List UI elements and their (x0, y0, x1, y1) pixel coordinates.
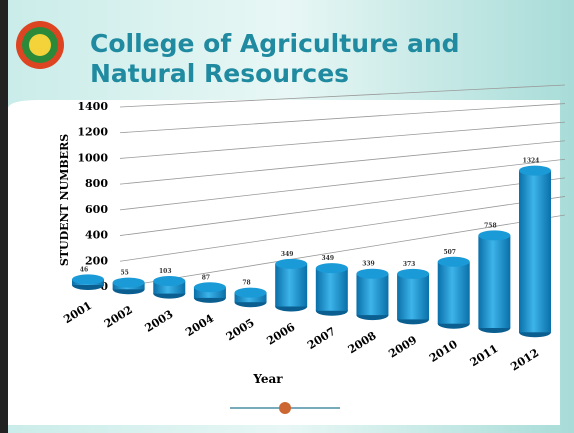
value-label: 78 (242, 280, 250, 287)
value-label: 507 (443, 249, 456, 256)
grid-line (119, 140, 566, 185)
value-label: 1324 (523, 158, 540, 165)
left-edge (0, 0, 8, 433)
bar (275, 263, 308, 307)
grid-line (119, 103, 566, 134)
y-tick-label: 600 (85, 203, 108, 216)
bar-top (437, 256, 470, 267)
bar-top (153, 276, 186, 287)
value-label: 373 (403, 261, 416, 268)
value-label: 55 (120, 270, 128, 277)
bar-top (234, 287, 267, 298)
value-label: 46 (80, 266, 88, 273)
bar (356, 273, 389, 316)
grid-line (119, 121, 566, 159)
bar-top (478, 230, 511, 241)
y-tick-label: 400 (85, 229, 108, 242)
bar-top (72, 274, 104, 285)
value-label: 339 (362, 261, 375, 268)
x-axis-label: Year (252, 372, 283, 386)
bar (193, 287, 226, 298)
bar-top (315, 263, 348, 274)
bar (478, 235, 511, 328)
bar-top (397, 268, 430, 279)
bar-top (112, 277, 145, 288)
y-tick-label: 1200 (77, 126, 108, 139)
y-tick-label: 1400 (77, 100, 108, 113)
y-tick-label: 200 (85, 254, 108, 267)
value-label: 87 (202, 274, 210, 281)
value-label: 349 (281, 251, 294, 258)
logo (16, 21, 64, 69)
bar-top (275, 258, 308, 269)
y-tick-label: 800 (85, 177, 108, 190)
y-tick-label: 1000 (77, 151, 108, 164)
value-label: 758 (484, 222, 497, 229)
y-axis-label: STUDENT NUMBERS (58, 134, 71, 266)
chart-title: College of Agriculture and Natural Resou… (90, 29, 468, 88)
grid-line (119, 214, 566, 288)
bar-top (356, 268, 389, 279)
grid-line (119, 196, 566, 262)
bar (315, 268, 348, 311)
value-label: 103 (159, 268, 172, 275)
footer-ornament (230, 402, 340, 414)
bar (397, 273, 430, 320)
grid-line (119, 158, 566, 211)
grid-line (119, 177, 566, 236)
bar-top (193, 282, 226, 293)
bar (437, 261, 470, 324)
bar (519, 170, 551, 333)
value-label: 349 (322, 255, 335, 262)
grid-line (119, 84, 566, 108)
y-tick-label: 0 (100, 280, 108, 293)
bar-top (519, 165, 551, 176)
